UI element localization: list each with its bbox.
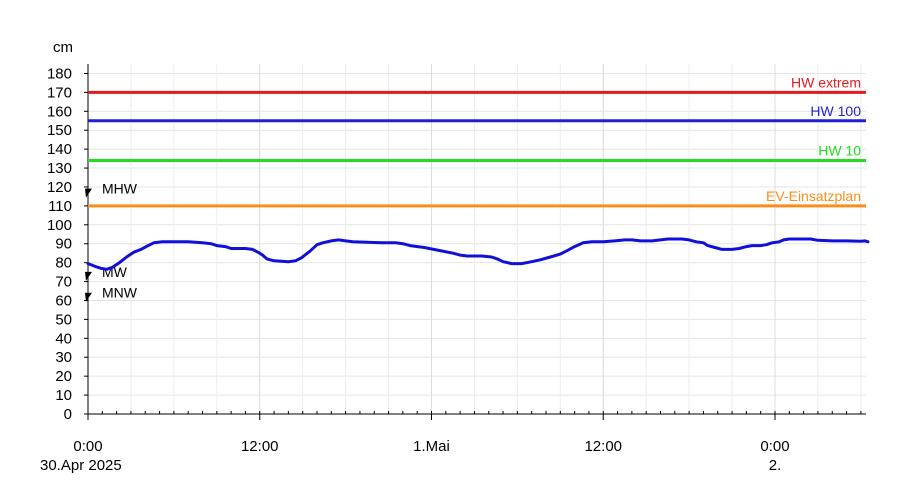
y-tick-label: 80 — [55, 255, 72, 272]
marker-label: MNW — [102, 285, 138, 301]
x-tick-label: 1.Mai — [413, 438, 450, 455]
y-tick-label: 20 — [55, 368, 72, 385]
y-tick-label: 170 — [47, 84, 72, 101]
x-tick-label: 12:00 — [241, 438, 279, 455]
y-tick-label: 150 — [47, 122, 72, 139]
x-tick-sublabel: 30.Apr 2025 — [40, 457, 122, 474]
y-tick-label: 10 — [55, 387, 72, 404]
y-tick-label: 30 — [55, 349, 72, 366]
threshold-label: HW extrem — [791, 74, 861, 90]
y-tick-label: 60 — [55, 292, 72, 309]
y-tick-label: 100 — [47, 217, 72, 234]
threshold-label: HW 10 — [818, 142, 861, 158]
water-level-series-line — [86, 237, 870, 271]
marker-triangle — [85, 188, 92, 198]
y-tick-label: 160 — [47, 103, 72, 120]
marker-triangle — [85, 292, 92, 302]
x-tick-label: 0:00 — [73, 438, 102, 455]
y-tick-label: 110 — [48, 198, 72, 215]
y-tick-label: 70 — [55, 274, 72, 291]
x-tick-label: 0:00 — [760, 438, 789, 455]
y-tick-label: 130 — [47, 160, 72, 177]
x-tick-label: 12:00 — [584, 438, 622, 455]
marker-triangle — [85, 271, 92, 281]
y-axis-unit-label: cm — [53, 39, 73, 56]
y-tick-label: 180 — [47, 65, 72, 82]
y-tick-label: 50 — [55, 311, 72, 328]
x-tick-sublabel: 2. — [769, 457, 782, 474]
y-tick-label: 120 — [47, 179, 72, 196]
y-tick-label: 0 — [64, 406, 72, 423]
y-tick-label: 140 — [47, 141, 72, 158]
series-layer — [86, 237, 870, 271]
threshold-label: EV-Einsatzplan — [766, 188, 861, 204]
marker-label: MHW — [102, 181, 138, 197]
chart-grid — [87, 64, 866, 415]
threshold-label: HW 100 — [810, 103, 861, 119]
y-tick-label: 40 — [55, 330, 72, 347]
x-axis: 0:00 30.Apr 2025 12:00 1.Mai 12:00 0:00 2. — [40, 411, 866, 474]
y-tick-label: 90 — [55, 236, 72, 253]
threshold-lines: HW extrem HW 100 HW 10 EV-Einsatzplan — [88, 74, 866, 208]
